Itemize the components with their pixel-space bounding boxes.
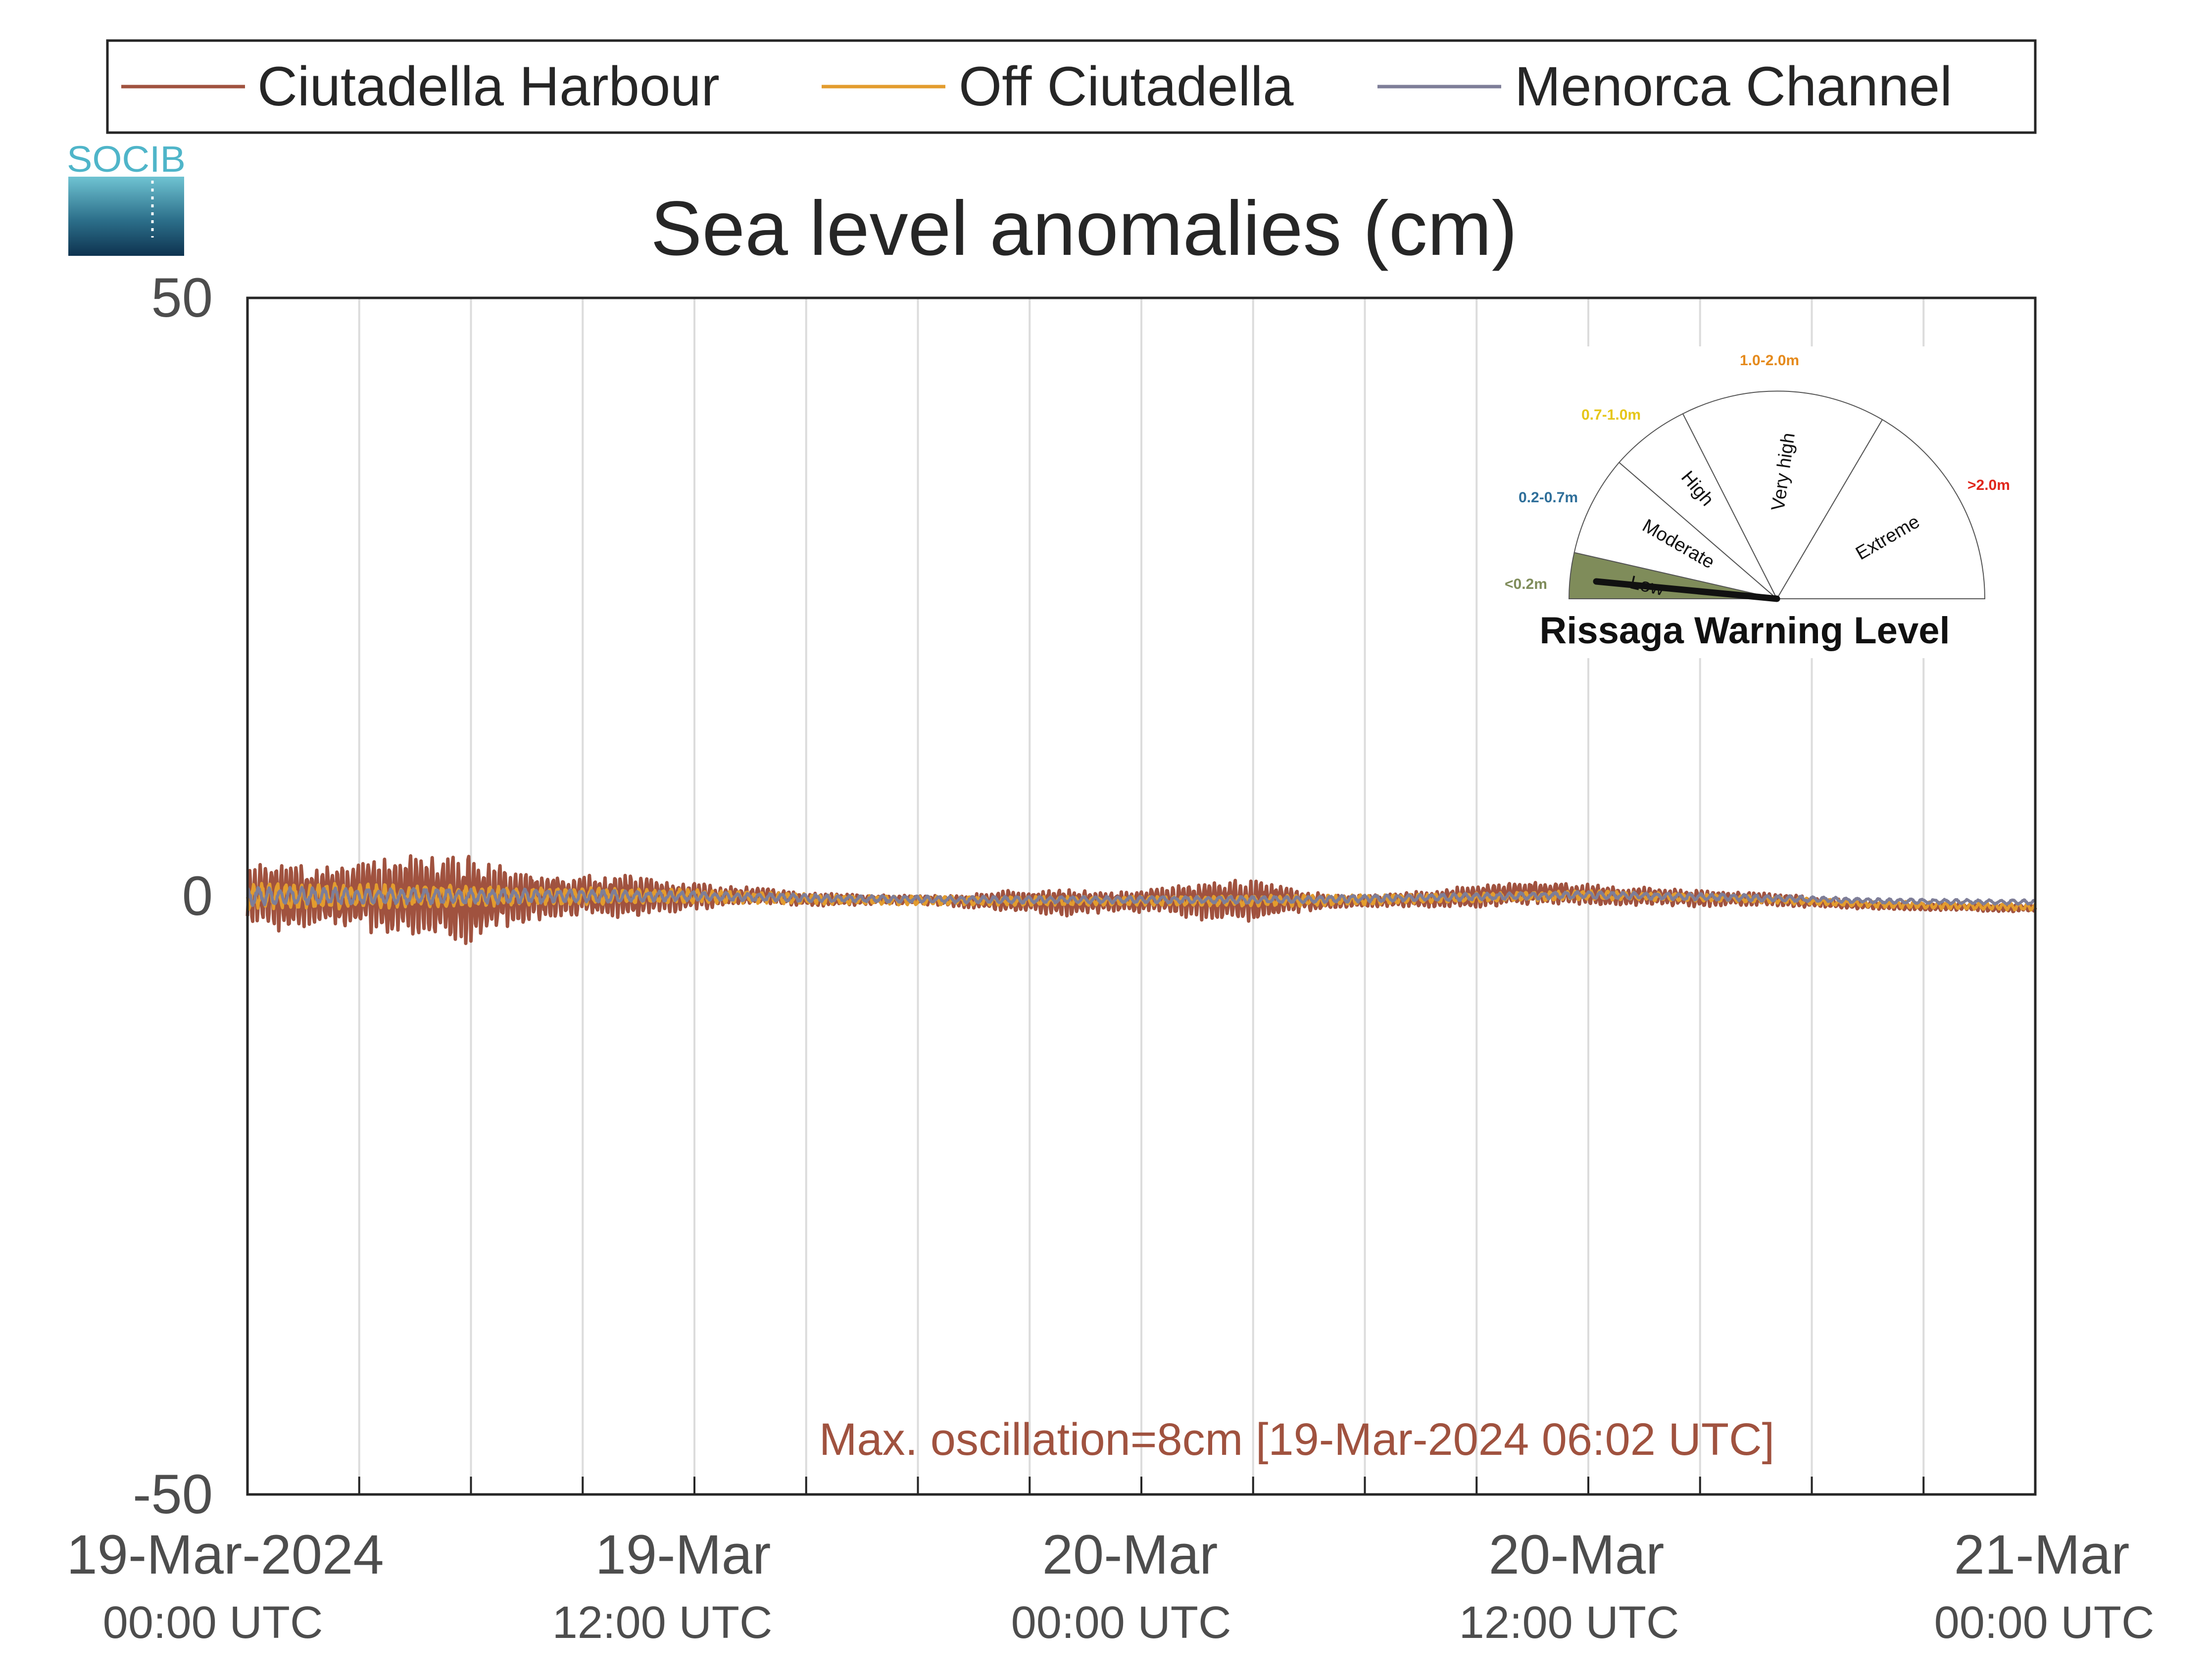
gauge-range-moderate: 0.2-0.7m xyxy=(1519,489,1578,506)
gauge-range-very-high: 1.0-2.0m xyxy=(1740,352,1799,369)
gauge-title: Rissaga Warning Level xyxy=(1539,610,1950,652)
chart-title: Sea level anomalies (cm) xyxy=(650,186,1517,272)
gauge-sector-extreme xyxy=(1776,419,1986,599)
xtick-time-1: 12:00 UTC xyxy=(552,1597,773,1648)
logo-wave-box xyxy=(68,177,184,256)
ytick-label-50: 50 xyxy=(151,267,213,329)
gauge-range-high: 0.7-1.0m xyxy=(1581,407,1641,423)
legend-label-off-ciutadella: Off Ciutadella xyxy=(959,55,1294,117)
gauge-sector-high xyxy=(1618,413,1777,599)
xtick-time-2: 00:00 UTC xyxy=(1011,1597,1231,1648)
legend-label-ciutadella-harbour: Ciutadella Harbour xyxy=(257,55,720,117)
gauge-sector-moderate xyxy=(1573,462,1777,599)
logo-text: SOCIB xyxy=(67,139,186,180)
gauge-range-extreme: >2.0m xyxy=(1967,477,2010,493)
series-line-menorca-channel xyxy=(246,886,2036,907)
series-layer xyxy=(245,854,2037,945)
xtick-time-3: 12:00 UTC xyxy=(1459,1597,1679,1648)
legend: Ciutadella Harbour Off Ciutadella Menorc… xyxy=(106,39,2037,134)
gauge-needle xyxy=(1593,578,1780,602)
gauge-range-low: <0.2m xyxy=(1505,576,1547,592)
xtick-date-0: 19-Mar-2024 xyxy=(66,1524,384,1585)
xtick-date-4: 21-Mar xyxy=(1954,1524,2130,1585)
ytick-label-0: 0 xyxy=(182,865,213,927)
xtick-date-2: 20-Mar xyxy=(1042,1524,1218,1585)
xtick-time-4: 00:00 UTC xyxy=(1934,1597,2155,1648)
xtick-date-3: 20-Mar xyxy=(1489,1524,1665,1585)
max-oscillation-annotation: Max. oscillation=8cm [19-Mar-2024 06:02 … xyxy=(819,1414,1774,1465)
socib-logo: SOCIB xyxy=(67,139,186,256)
legend-box xyxy=(106,39,2037,134)
x-tick-marks xyxy=(358,1477,1925,1494)
legend-label-menorca-channel: Menorca Channel xyxy=(1515,55,1952,117)
xtick-time-0: 00:00 UTC xyxy=(103,1597,323,1648)
rissaga-warning-gauge: Low Moderate High Very high Extreme <0.2… xyxy=(1500,346,2017,658)
gauge-sector-very-high xyxy=(1682,390,1883,600)
ytick-label-minus-50: -50 xyxy=(133,1463,213,1525)
xtick-date-1: 19-Mar xyxy=(595,1524,771,1585)
series-line-ciutadella-harbour xyxy=(245,854,2037,945)
